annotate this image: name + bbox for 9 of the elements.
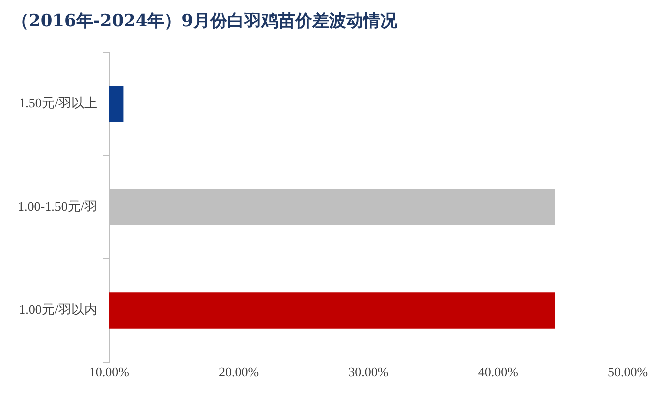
x-tick-label: 20.00% (219, 364, 260, 380)
y-tick-label: 1.00元/羽以内 (19, 302, 98, 318)
x-tick-label: 50.00% (608, 364, 648, 380)
chart-title: （2016年-2024年）9月份白羽鸡苗价差波动情况 (12, 12, 399, 32)
x-tick-label: 40.00% (478, 364, 519, 380)
x-tick-label: 10.00% (89, 364, 130, 380)
y-tick-label: 1.00-1.50元/羽 (18, 198, 98, 214)
x-tick-label: 30.00% (348, 364, 389, 380)
y-tick-label: 1.50元/羽以上 (19, 95, 98, 110)
